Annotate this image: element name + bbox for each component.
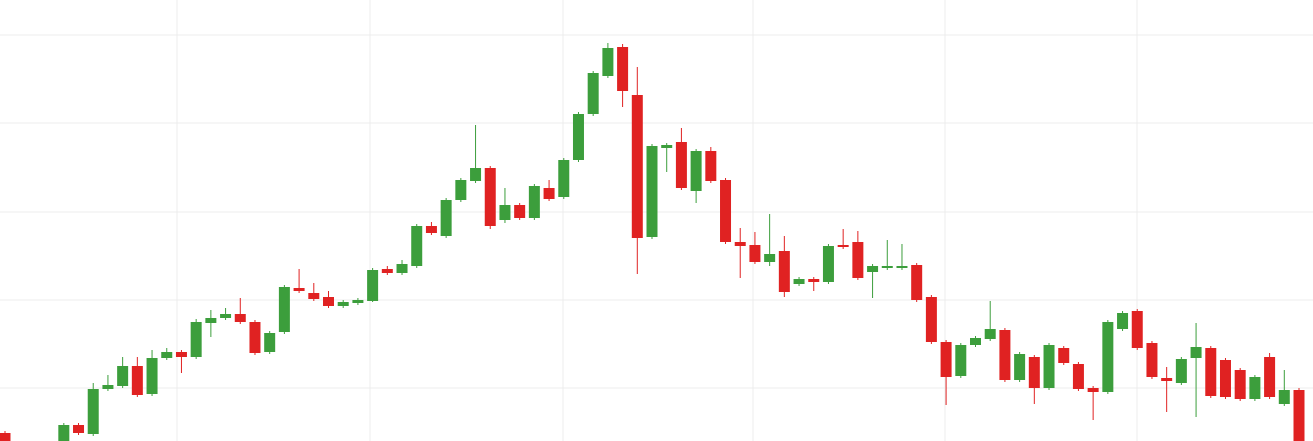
candle-body [205, 318, 217, 323]
candle-body [720, 180, 732, 242]
candle-body [705, 151, 717, 181]
candle-body [293, 288, 305, 291]
candle-body [852, 242, 864, 278]
candle-body [867, 266, 879, 272]
candle-body [617, 47, 629, 91]
candle-body [1264, 357, 1276, 397]
candle-body [131, 366, 143, 395]
candle-body [911, 265, 923, 300]
candle-body [1102, 322, 1114, 392]
candle-body [675, 142, 687, 188]
candle-body [793, 279, 805, 284]
candle-body [1234, 370, 1246, 399]
candle-body [175, 352, 187, 357]
candle-body [1175, 359, 1187, 383]
candle-body [602, 48, 614, 76]
candle-body [278, 287, 290, 332]
candle-body [1117, 313, 1129, 329]
candle-body [1014, 354, 1026, 380]
candle-body [1190, 347, 1202, 358]
candle-body [970, 338, 981, 345]
candle-body [661, 145, 673, 148]
candle-body [690, 151, 702, 191]
candle-body [749, 245, 761, 262]
candle-body [646, 146, 658, 237]
candle-body [455, 180, 467, 200]
candle-body [1219, 360, 1231, 397]
candle-body [808, 279, 820, 282]
candle-body [572, 114, 584, 160]
candle-body [190, 322, 202, 357]
candle-body [896, 266, 908, 268]
candle-body [528, 186, 540, 218]
candle-body [1278, 390, 1290, 404]
candle-body [161, 352, 173, 358]
candle-body [499, 205, 511, 220]
candle-body [484, 168, 496, 226]
candle-body [440, 200, 452, 236]
candle-body [1072, 364, 1084, 389]
candle-body [102, 385, 114, 389]
candle-body [1205, 348, 1217, 396]
candle-body [323, 297, 334, 306]
candle-body [367, 270, 379, 301]
candle-body [955, 345, 967, 376]
candle-body [352, 300, 364, 303]
candle-body [822, 246, 834, 282]
candle-body [1146, 343, 1158, 377]
candle-body [881, 266, 893, 268]
candle-body [837, 245, 849, 247]
candle-body [337, 302, 349, 306]
candle-body [396, 264, 408, 273]
candle-body [73, 425, 85, 433]
candle-body [940, 342, 952, 377]
candle-body [381, 269, 393, 273]
candle-body [220, 314, 232, 318]
candle-body [1087, 388, 1099, 392]
candle-body [308, 293, 320, 299]
candle-body [0, 433, 11, 441]
candle-body [117, 366, 129, 386]
candle-body [146, 358, 158, 394]
candle-body [558, 160, 570, 197]
candle-body [1028, 357, 1040, 388]
candle-body [1161, 378, 1173, 381]
candle-body [1058, 348, 1070, 363]
candle-body [587, 73, 599, 114]
candle-body [1293, 390, 1305, 441]
candle-body [631, 95, 643, 238]
candle-body [1131, 311, 1143, 348]
candle-body [411, 226, 423, 266]
candle-body [984, 329, 996, 339]
candle-body [249, 322, 261, 353]
candle-body [514, 205, 526, 218]
candle-body [1043, 345, 1055, 388]
candle-body [470, 168, 482, 181]
candle-body [58, 425, 70, 441]
candle-body [764, 254, 776, 262]
candle-body [734, 242, 746, 246]
candle-body [425, 226, 437, 233]
candle-body [234, 314, 246, 322]
candle-body [999, 330, 1011, 380]
vertical-grid [176, 0, 1138, 441]
candle-body [925, 297, 937, 342]
candle-body [87, 389, 99, 434]
candle-body [264, 333, 276, 352]
candle-body [543, 188, 555, 199]
candle-body [1249, 377, 1261, 399]
candle-body [778, 251, 790, 292]
